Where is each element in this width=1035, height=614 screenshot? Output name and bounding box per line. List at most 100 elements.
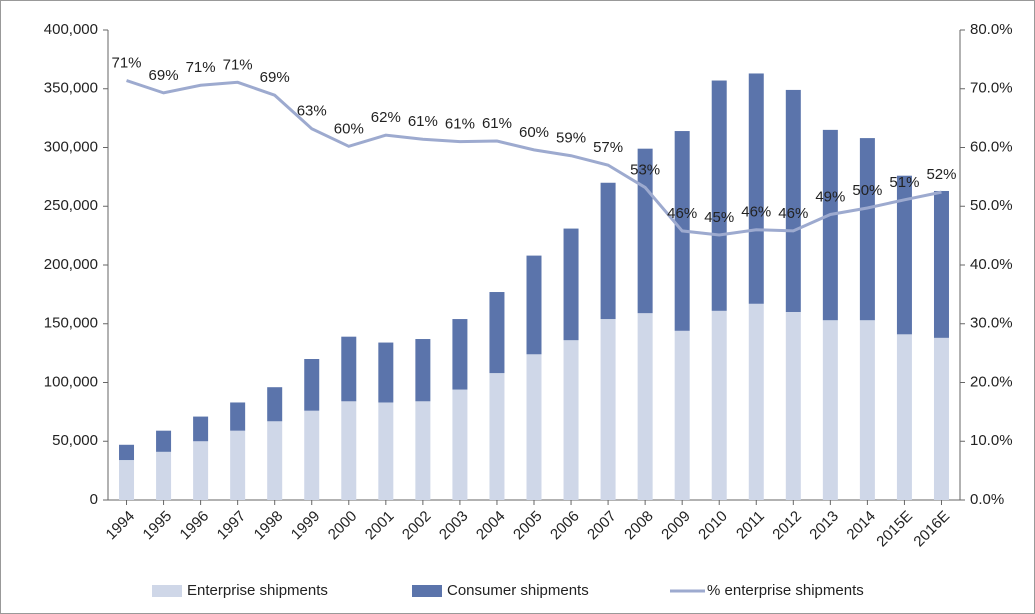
x-tick-label: 1997 (214, 508, 250, 544)
data-label: 46% (778, 205, 808, 222)
bar (933, 337, 949, 500)
bar (341, 401, 357, 500)
y-tick-label: 250,000 (44, 197, 98, 214)
x-tick-label: 2009 (658, 508, 694, 544)
x-tick-label: 2007 (584, 508, 620, 544)
y2-tick-label: 20.0% (970, 373, 1013, 390)
bar (119, 460, 135, 500)
data-label: 46% (667, 205, 697, 222)
bar (785, 312, 801, 500)
bar (563, 340, 579, 500)
x-tick-label: 1999 (288, 508, 324, 544)
data-label: 51% (889, 174, 919, 191)
data-label: 61% (482, 115, 512, 132)
bar (563, 228, 579, 341)
y2-tick-label: 70.0% (970, 80, 1013, 97)
bar (304, 359, 320, 411)
x-tick-label: 2001 (362, 508, 398, 544)
data-label: 71% (223, 56, 253, 73)
bar (600, 182, 616, 320)
y2-tick-label: 80.0% (970, 21, 1013, 38)
bar (452, 389, 468, 500)
bar (933, 190, 949, 338)
y-tick-label: 50,000 (52, 432, 98, 449)
data-label: 46% (741, 204, 771, 221)
bar (785, 89, 801, 312)
line (126, 79, 942, 237)
bar (378, 402, 394, 500)
bar (859, 138, 875, 321)
data-label: 60% (334, 120, 364, 137)
x-tick-label: 2000 (325, 508, 361, 544)
bar (711, 310, 727, 500)
data-label: 61% (408, 113, 438, 130)
y-tick-label: 350,000 (44, 80, 98, 97)
data-label: 50% (852, 182, 882, 199)
data-label: 62% (371, 109, 401, 126)
x-tick-label: 2013 (806, 508, 842, 544)
bar (267, 421, 283, 500)
data-label: 60% (519, 124, 549, 141)
bar (304, 410, 320, 500)
data-label: 61% (445, 116, 475, 133)
data-label: 53% (630, 161, 660, 178)
x-tick-label: 2004 (473, 508, 509, 544)
x-tick-label: 2002 (399, 508, 435, 544)
data-label: 69% (149, 67, 179, 84)
data-label: 57% (593, 139, 623, 156)
data-label: 69% (260, 69, 290, 86)
y2-tick-label: 10.0% (970, 432, 1013, 449)
x-tick-label: 2015E (873, 508, 916, 551)
bar (156, 430, 172, 452)
x-tick-label: 2010 (695, 508, 731, 544)
bar (600, 319, 616, 500)
bar (230, 430, 246, 500)
bar (156, 451, 172, 500)
x-tick-label: 1998 (251, 508, 287, 544)
bar (193, 441, 209, 500)
x-tick-label: 1995 (140, 508, 176, 544)
x-tick-label: 2005 (510, 508, 546, 544)
y-tick-label: 150,000 (44, 315, 98, 332)
x-tick-label: 2016E (910, 508, 953, 551)
bar (415, 401, 431, 500)
legend-label: Consumer shipments (447, 582, 589, 599)
bar (526, 255, 542, 355)
y2-tick-label: 60.0% (970, 138, 1013, 155)
data-label: 52% (926, 166, 956, 183)
bar (489, 373, 505, 500)
y-tick-label: 400,000 (44, 21, 98, 38)
bar (896, 334, 912, 500)
y-tick-label: 300,000 (44, 138, 98, 155)
y2-tick-label: 0.0% (970, 491, 1004, 508)
y2-tick-label: 40.0% (970, 256, 1013, 273)
bar (378, 342, 394, 403)
legend-label: Enterprise shipments (187, 582, 328, 599)
bar (674, 330, 690, 500)
bar (452, 319, 468, 390)
y2-tick-label: 50.0% (970, 197, 1013, 214)
bar (748, 73, 764, 304)
bar (415, 339, 431, 402)
legend-label: % enterprise shipments (707, 582, 864, 599)
x-tick-label: 2011 (733, 508, 768, 543)
x-tick-label: 1996 (177, 508, 213, 544)
bar (896, 175, 912, 335)
x-tick-label: 1994 (103, 508, 139, 544)
y-tick-label: 200,000 (44, 256, 98, 273)
bar (119, 444, 135, 461)
data-label: 71% (112, 54, 142, 71)
x-tick-label: 2006 (547, 508, 583, 544)
bar (822, 129, 838, 321)
x-tick-label: 2008 (621, 508, 657, 544)
bar (193, 416, 209, 442)
bar (341, 336, 357, 402)
bar (711, 80, 727, 311)
bar (637, 313, 653, 500)
bar (748, 303, 764, 500)
data-label: 45% (704, 209, 734, 226)
data-label: 63% (297, 103, 327, 120)
data-label: 71% (186, 59, 216, 76)
bar (526, 354, 542, 500)
